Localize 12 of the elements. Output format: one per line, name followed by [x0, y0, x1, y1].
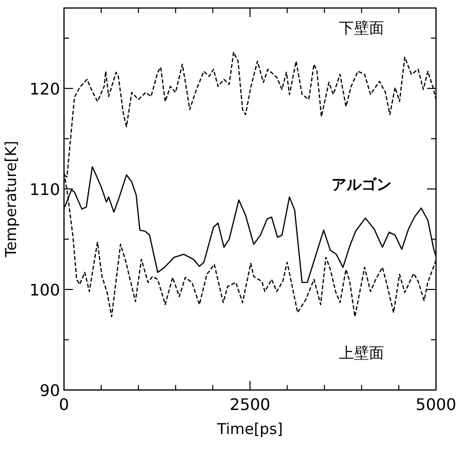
x-tick-label: 2500	[230, 395, 270, 414]
x-axis-title: Time[ps]	[216, 420, 283, 438]
y-tick-label: 100	[29, 280, 60, 300]
x-tick-label: 5000	[416, 395, 456, 414]
annotation: 上壁面	[339, 344, 384, 362]
y-tick-label: 120	[29, 79, 60, 98]
y-tick-label: 110	[29, 180, 60, 199]
y-axis-title: Temperature[K]	[2, 140, 20, 258]
annotation: アルゴン	[332, 176, 392, 194]
annotation: 下壁面	[339, 19, 384, 38]
x-tick-label: 0	[58, 395, 70, 414]
y-tick-label: 90	[40, 381, 60, 400]
